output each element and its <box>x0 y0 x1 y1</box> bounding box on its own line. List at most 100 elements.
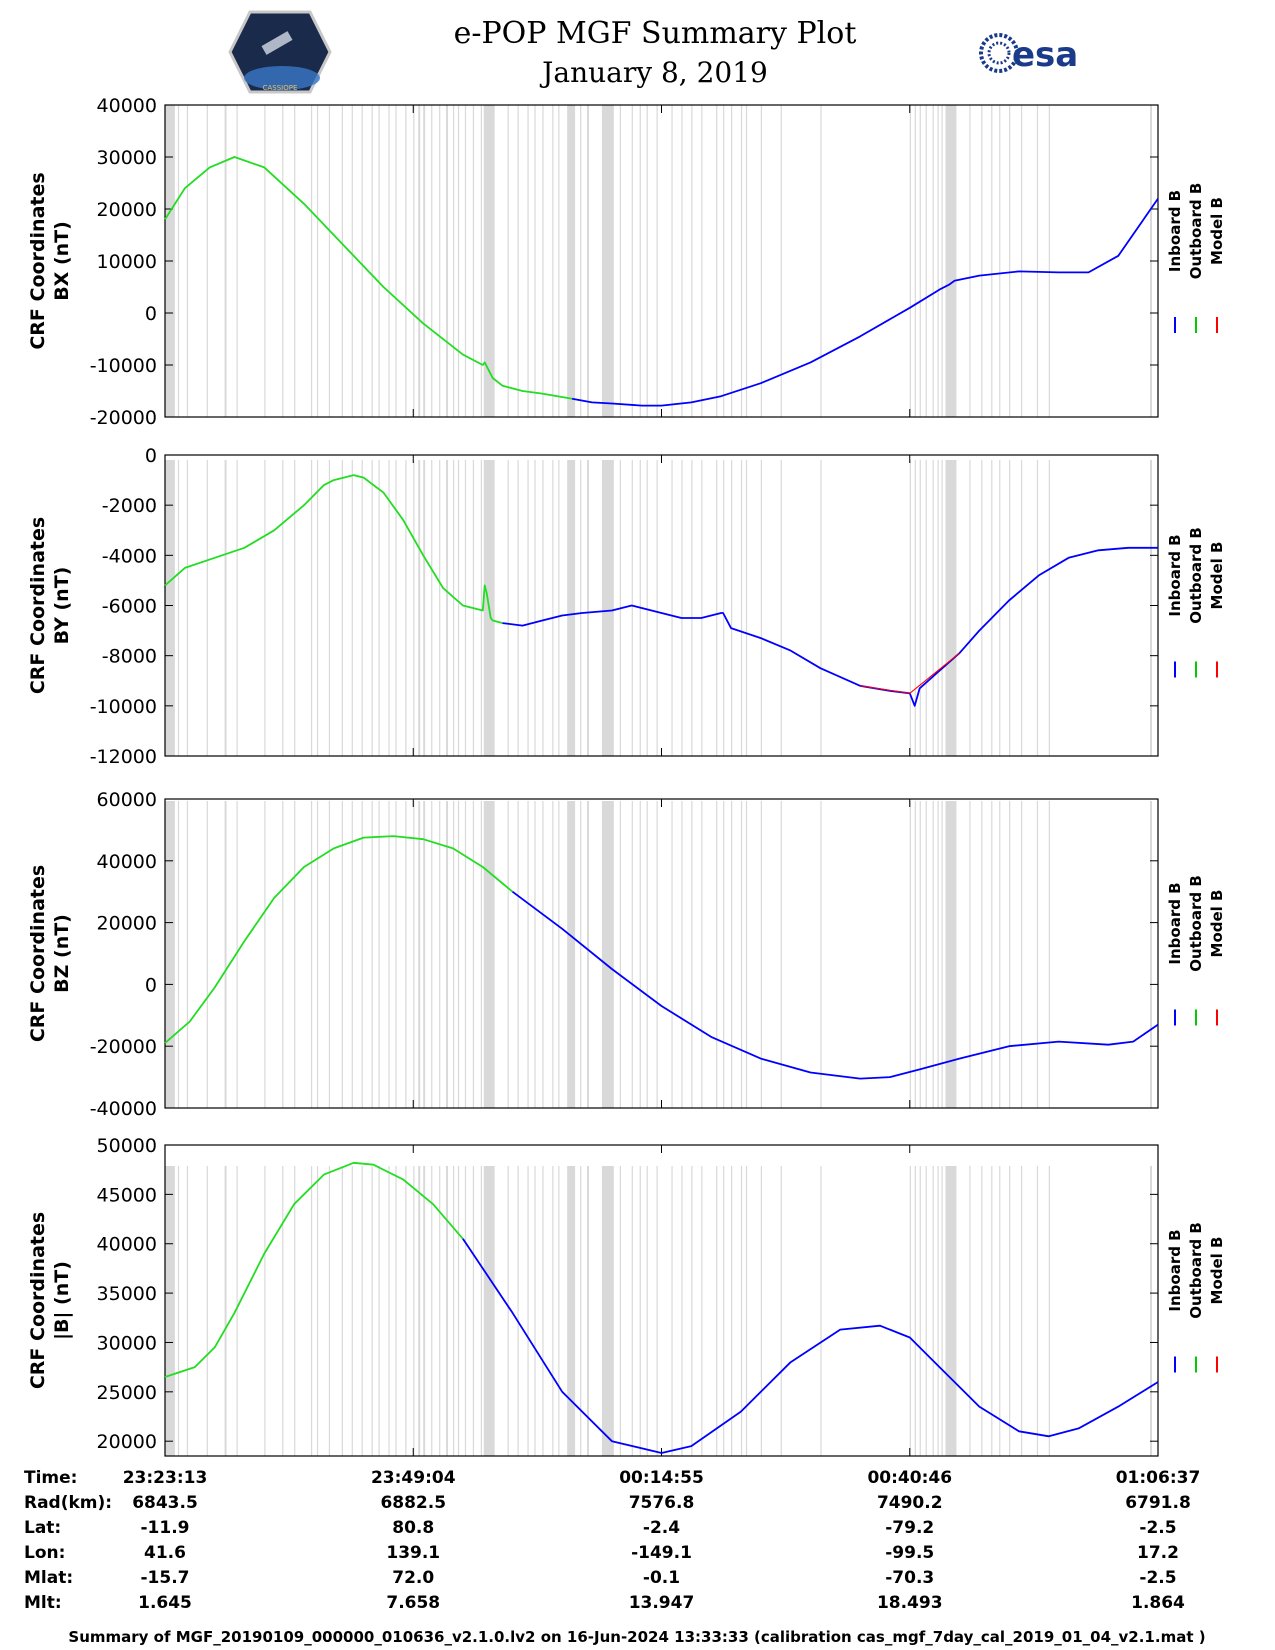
data-gap-band <box>681 801 683 1108</box>
table-cell: 1.645 <box>138 1593 192 1613</box>
y-tick-label: -20000 <box>90 1036 157 1058</box>
data-gap-band <box>646 105 648 417</box>
data-gap-band <box>914 105 916 417</box>
table-cell: 72.0 <box>392 1568 434 1588</box>
data-gap-band <box>619 1166 621 1456</box>
data-gap-band <box>919 801 921 1108</box>
data-gap-band <box>341 801 343 1108</box>
data-gap-band <box>310 1166 313 1456</box>
table-cell: 00:40:46 <box>867 1468 952 1488</box>
data-gap-band <box>351 105 353 417</box>
data-gap-band <box>517 801 519 1108</box>
cassiope-logo: CASSIOPE <box>228 10 332 94</box>
data-gap-band <box>534 460 536 756</box>
data-gap-band <box>820 1166 822 1456</box>
data-gap-band <box>691 460 693 756</box>
data-gap-band <box>631 460 633 756</box>
data-gap-band <box>507 801 509 1108</box>
data-gap-band <box>991 1166 993 1456</box>
data-gap-band <box>925 1166 927 1456</box>
data-gap-band <box>601 105 614 417</box>
legend-label: Inboard B <box>1166 1229 1184 1311</box>
series-line-outboard-b <box>164 1161 464 1378</box>
data-gap-band <box>991 105 993 417</box>
data-gap-band <box>351 801 353 1108</box>
data-gap-band <box>925 105 927 417</box>
data-gap-band <box>395 1166 397 1456</box>
data-gap-band <box>1150 1166 1153 1456</box>
data-gap-band <box>395 801 397 1108</box>
table-cell: -15.7 <box>141 1568 190 1588</box>
data-gap-band <box>999 105 1001 417</box>
data-gap-band <box>1009 105 1011 417</box>
data-gap-band <box>716 460 718 756</box>
data-gap-band <box>341 105 343 417</box>
y-tick-label: -2000 <box>102 495 157 517</box>
data-gap-band <box>418 460 421 756</box>
table-cell: -2.5 <box>1139 1568 1176 1588</box>
table-cell: -2.5 <box>1139 1518 1176 1538</box>
data-gap-band <box>186 1166 189 1456</box>
data-gap-band <box>1048 460 1050 756</box>
data-gap-band <box>780 1166 782 1456</box>
data-gap-band <box>236 460 238 756</box>
data-gap-band <box>701 460 703 756</box>
data-gap-band <box>177 1166 180 1456</box>
data-gap-band <box>431 105 433 417</box>
legend-label: Outboard B <box>1187 527 1205 624</box>
data-gap-band <box>371 801 373 1108</box>
legend-label: Inboard B <box>1166 882 1184 964</box>
legend: Inboard B Outboard B Model B <box>1166 527 1226 678</box>
data-gap-band <box>745 801 748 1108</box>
data-gap-band <box>619 801 621 1108</box>
data-gap-band <box>542 801 544 1108</box>
data-gap-band <box>745 105 748 417</box>
data-gap-band <box>691 105 693 417</box>
data-gap-band <box>464 460 467 756</box>
data-gap-band <box>681 460 683 756</box>
data-gap-band <box>587 801 590 1108</box>
data-gap-band <box>671 1166 673 1456</box>
data-gap-band <box>619 105 621 417</box>
series-line-inboard-b <box>571 198 1159 407</box>
data-gap-band <box>224 801 227 1108</box>
data-gap-band <box>745 460 748 756</box>
data-gap-band <box>941 460 943 756</box>
data-gap-band <box>452 801 455 1108</box>
y-tick-label: 60000 <box>97 789 157 811</box>
panel-1: -20000 -10000 0 10000 20000 30000 40000 CRF Coo… <box>27 95 1226 429</box>
data-gap-band <box>351 460 353 756</box>
data-gap-band <box>431 1166 433 1456</box>
data-gap-band <box>981 1166 983 1456</box>
y-tick-label: 40000 <box>97 95 157 117</box>
table-cell: -11.9 <box>141 1518 190 1538</box>
data-gap-band <box>780 105 782 417</box>
data-gap-band <box>206 1166 208 1456</box>
data-gap-band <box>760 105 762 417</box>
data-gap-band <box>282 105 284 417</box>
data-gap-band <box>264 1166 266 1456</box>
data-gap-band <box>439 460 441 756</box>
data-gap-band <box>378 105 380 417</box>
data-gap-band <box>941 1166 943 1456</box>
y-tick-label: 20000 <box>97 1431 157 1453</box>
cassiope-logo-text: CASSIOPE <box>263 84 298 92</box>
data-gap-band <box>480 460 482 756</box>
data-gap-band <box>731 801 733 1108</box>
data-gap-band <box>945 460 957 756</box>
data-gap-band <box>567 105 576 417</box>
data-gap-band <box>740 801 743 1108</box>
data-gap-band <box>361 460 363 756</box>
y-tick-label: 20000 <box>97 913 157 935</box>
data-gap-band <box>452 105 455 417</box>
data-gap-band <box>941 105 943 417</box>
y-axis-unit-label: |B| (nT) <box>51 1261 73 1340</box>
y-tick-label: 50000 <box>97 1135 157 1157</box>
data-gap-band <box>1020 801 1023 1108</box>
data-gap-band <box>224 105 227 417</box>
data-gap-band <box>646 1166 648 1456</box>
data-gap-band <box>941 801 943 1108</box>
data-gap-band <box>446 1166 449 1456</box>
data-gap-band <box>1036 460 1039 756</box>
